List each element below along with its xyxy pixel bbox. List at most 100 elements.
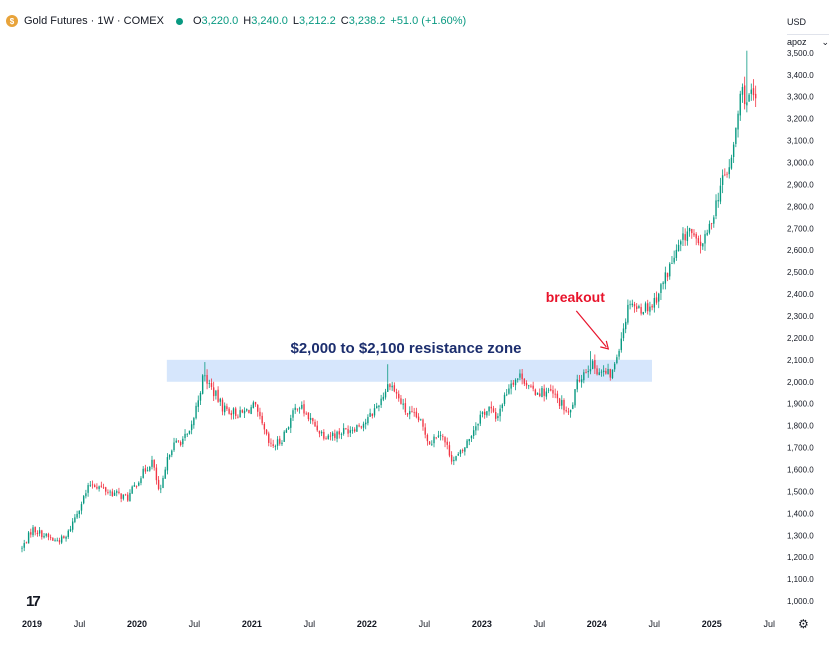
- candle: [528, 384, 530, 390]
- candle: [677, 239, 680, 252]
- candle: [508, 384, 510, 395]
- candle-body: [450, 454, 453, 462]
- candle: [34, 526, 36, 536]
- candle: [693, 229, 695, 237]
- candle-body: [468, 439, 470, 442]
- candle: [331, 431, 334, 441]
- candle-body: [272, 444, 274, 446]
- candle-body: [594, 360, 596, 369]
- tradingview-logo[interactable]: 17: [26, 593, 41, 610]
- candle: [127, 492, 129, 502]
- candle: [688, 227, 691, 237]
- ohlc-readout: O3,220.0 H3,240.0 L3,212.2 C3,238.2 +51.…: [193, 15, 466, 27]
- candle: [616, 354, 618, 365]
- candle-body: [133, 485, 136, 487]
- candle-body: [263, 423, 266, 430]
- breakout-arrow-line: [575, 310, 607, 348]
- candle: [120, 493, 122, 503]
- candle: [461, 448, 464, 454]
- candle-body: [481, 412, 484, 414]
- x-tick-label: Jul: [419, 619, 431, 629]
- candle-body: [122, 494, 125, 499]
- candle-body: [107, 491, 109, 493]
- candle-body: [382, 396, 385, 400]
- candle: [706, 229, 708, 237]
- candle: [726, 171, 728, 178]
- candle: [506, 389, 508, 397]
- candle: [23, 539, 25, 552]
- candle: [552, 385, 554, 398]
- symbol-title[interactable]: Gold Futures · 1W · COMEX: [24, 15, 164, 27]
- candle: [365, 418, 367, 430]
- candle: [281, 440, 283, 447]
- candle: [699, 234, 702, 254]
- candle-body: [704, 234, 706, 244]
- candle: [252, 400, 255, 409]
- candle: [483, 408, 486, 419]
- candle-body: [600, 371, 603, 373]
- gear-icon[interactable]: ⚙: [798, 617, 809, 631]
- candle: [450, 451, 453, 465]
- candle: [475, 422, 477, 436]
- candle: [173, 437, 175, 452]
- candle: [257, 403, 259, 417]
- candle-body: [376, 406, 378, 409]
- candle-body: [457, 453, 459, 456]
- candle: [741, 83, 744, 103]
- candle-body: [638, 306, 640, 309]
- candle-body: [307, 412, 310, 420]
- candle-body: [166, 457, 169, 471]
- candle: [298, 406, 301, 414]
- candle: [276, 436, 279, 450]
- candle-body: [265, 429, 268, 434]
- candle: [499, 404, 501, 422]
- x-tick-label: 2021: [242, 619, 262, 629]
- candle: [680, 239, 682, 252]
- candle: [605, 367, 607, 375]
- candle: [420, 418, 422, 421]
- candle: [534, 388, 537, 396]
- candle-body: [228, 408, 230, 414]
- candle: [710, 222, 713, 230]
- candle-body: [721, 175, 724, 186]
- candle: [486, 410, 488, 418]
- candle-body: [80, 504, 83, 511]
- unit-select[interactable]: apoz ⌄: [787, 34, 829, 48]
- candle-body: [633, 304, 636, 307]
- candle-body: [472, 430, 475, 436]
- candle: [184, 429, 186, 441]
- candle: [133, 482, 136, 487]
- currency-label[interactable]: USD: [787, 17, 807, 27]
- candle-body: [587, 370, 589, 373]
- candle: [492, 405, 495, 413]
- candle: [395, 388, 398, 399]
- candle: [618, 348, 620, 360]
- candle-body: [78, 510, 80, 515]
- candle-body: [356, 425, 358, 432]
- candle: [556, 390, 559, 404]
- candle-body: [402, 403, 404, 405]
- candle: [314, 419, 316, 428]
- candle: [272, 439, 274, 448]
- candle: [107, 489, 109, 495]
- candle: [74, 514, 76, 524]
- candle: [713, 215, 715, 228]
- candle: [596, 365, 598, 376]
- candle: [746, 50, 748, 113]
- candle-body: [539, 393, 541, 397]
- candle-body: [105, 487, 107, 492]
- candle-body: [580, 379, 583, 383]
- candle-body: [534, 389, 537, 395]
- candle-body: [561, 400, 563, 406]
- candle: [144, 464, 147, 474]
- candle: [501, 403, 504, 412]
- candle: [523, 378, 526, 387]
- candle-body: [437, 435, 440, 437]
- candle-body: [697, 238, 700, 244]
- candle-body: [567, 411, 570, 413]
- candle-body: [622, 328, 625, 339]
- breakout-arrow-head: [600, 340, 610, 350]
- candle-body: [629, 304, 631, 306]
- candle-body: [204, 375, 206, 377]
